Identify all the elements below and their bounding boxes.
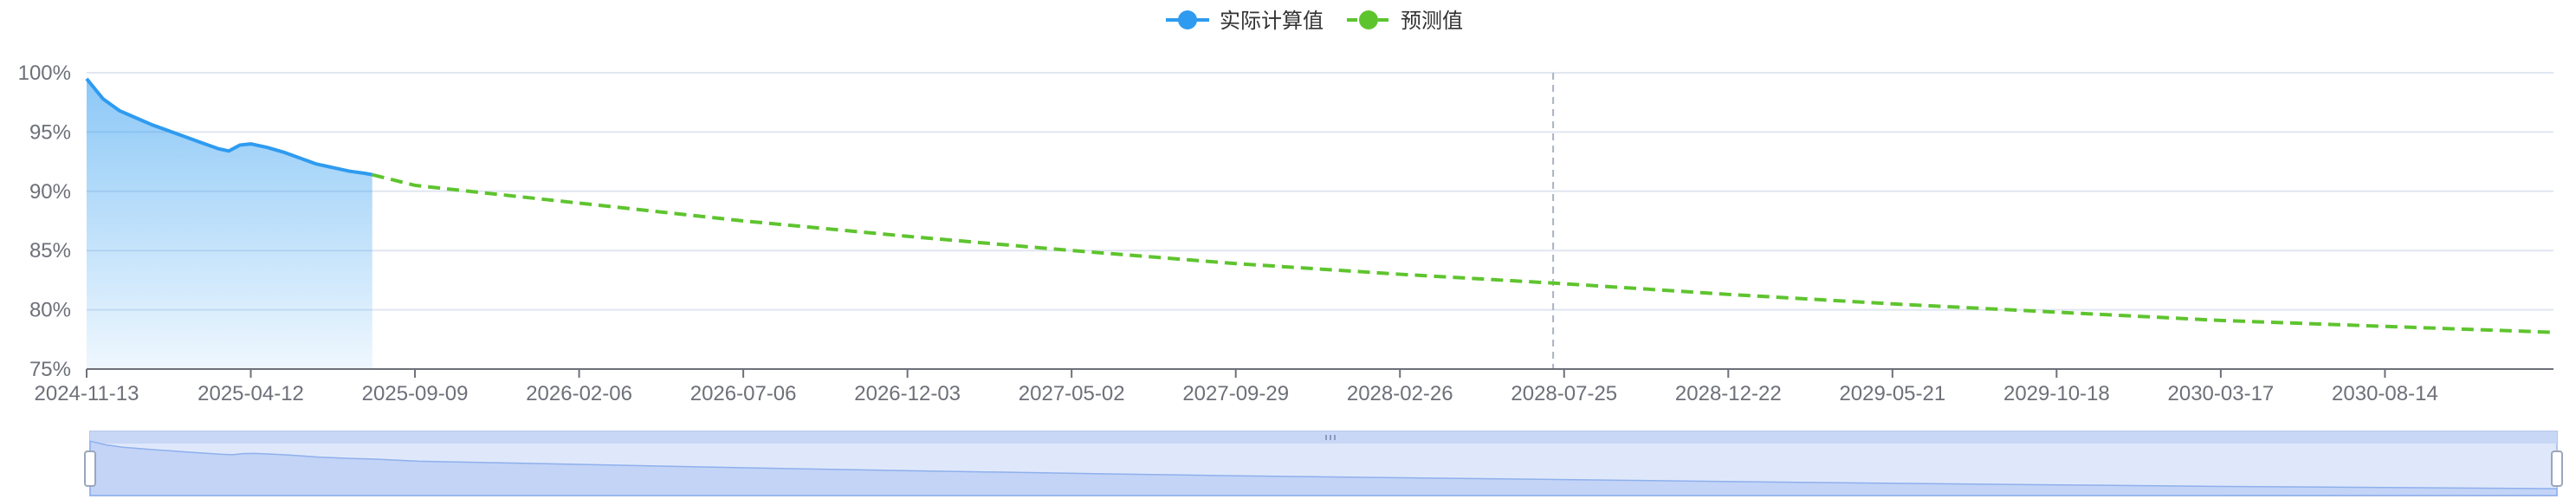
plot-area <box>85 73 2554 369</box>
x-tick-label: 2026-07-06 <box>690 382 797 405</box>
zoom-handle-right[interactable] <box>2551 450 2563 487</box>
y-tick-label: 90% <box>29 180 71 204</box>
zoom-grip-mark <box>1334 435 1336 440</box>
zoom-preview-area <box>89 440 2558 496</box>
x-tick-label: 2028-12-22 <box>1675 382 1782 405</box>
actual-series-line <box>85 77 373 177</box>
legend-item-actual[interactable]: 实际计算值 <box>1166 9 1324 33</box>
legend[interactable]: 实际计算值 预测值 <box>1166 9 1463 33</box>
x-tick-label: 2024-11-13 <box>35 382 139 405</box>
x-tick-label: 2025-09-09 <box>362 382 469 405</box>
zoom-handle-left[interactable] <box>84 450 96 487</box>
y-tick-label: 80% <box>29 299 71 322</box>
x-tick-label: 2030-08-14 <box>2332 382 2438 405</box>
y-tick-label: 85% <box>29 239 71 262</box>
zoom-grip-mark <box>1330 435 1331 440</box>
x-tick-label: 2026-12-03 <box>854 382 961 405</box>
y-tick-label: 75% <box>29 358 71 381</box>
x-tick-label: 2030-03-17 <box>2168 382 2275 405</box>
y-axis: 100% 95% 90% 85% 80% 75% <box>18 62 71 381</box>
x-tick-label: 2026-02-06 <box>526 382 632 405</box>
x-tick-label: 2027-05-02 <box>1019 382 1125 405</box>
legend-item-forecast[interactable]: 预测值 <box>1347 9 1463 33</box>
forecast-series-line <box>372 172 2554 334</box>
x-tick-label: 2029-05-21 <box>1839 382 1945 405</box>
x-tick-label: 2028-02-26 <box>1347 382 1453 405</box>
x-tick-label: 2025-04-12 <box>197 382 304 405</box>
grid-lines <box>87 72 2553 311</box>
zoom-move-bar[interactable] <box>90 431 2557 444</box>
x-tick-label: 2028-07-25 <box>1511 382 1617 405</box>
x-axis: 2024-11-13 2025-04-12 2025-09-09 2026-02-06… <box>35 368 2553 405</box>
y-tick-label: 95% <box>29 120 71 144</box>
legend-forecast-label: 预测值 <box>1401 9 1463 33</box>
y-tick-label: 100% <box>18 62 71 85</box>
data-zoom-slider[interactable] <box>84 431 2563 496</box>
legend-actual-label: 实际计算值 <box>1220 9 1324 33</box>
x-tick-label: 2029-10-18 <box>2003 382 2110 405</box>
zoom-grip-mark <box>1325 435 1327 440</box>
x-tick-label: 2027-09-29 <box>1182 382 1289 405</box>
legend-forecast-swatch-dot <box>1359 10 1378 29</box>
legend-actual-swatch-dot <box>1178 10 1197 29</box>
actual-series-area <box>87 78 372 369</box>
